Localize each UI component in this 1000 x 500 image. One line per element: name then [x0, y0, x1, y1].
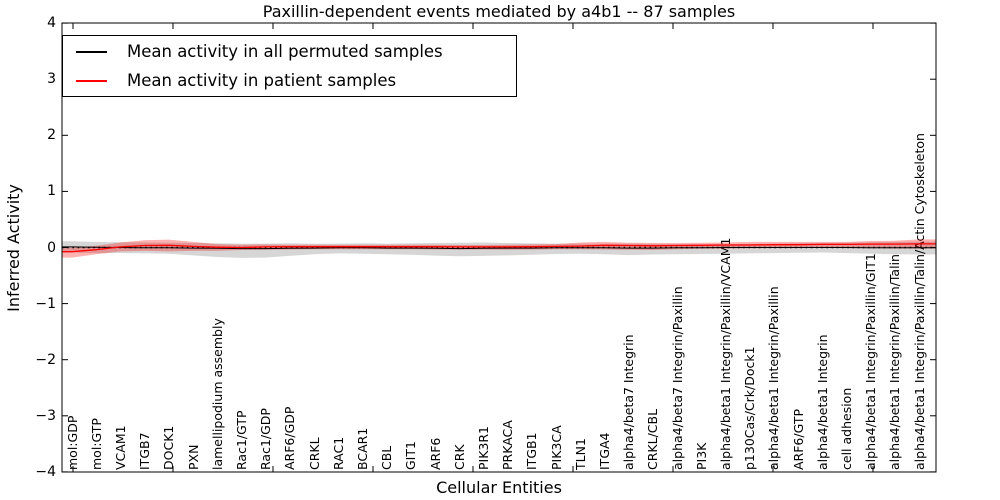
x-tick-label: ARF6	[427, 437, 443, 470]
x-tick-label: VCAM1	[112, 425, 128, 470]
x-tick-label: CBL	[379, 445, 395, 470]
x-tick-label: alpha4/beta1 Integrin/Paxillin/Talin	[887, 254, 903, 470]
legend-row: Mean activity in all permuted samples	[63, 37, 516, 66]
x-tick-label: p130Cas/Crk/Dock1	[742, 346, 758, 470]
legend-row: Mean activity in patient samples	[63, 66, 516, 95]
x-tick-label: CRKL/CBL	[645, 408, 661, 470]
y-tick-label: 2	[47, 127, 56, 144]
x-tick-label: DOCK1	[161, 425, 177, 470]
x-tick-label: alpha4/beta1 Integrin/Paxillin/Talin/Act…	[911, 133, 927, 470]
legend-line-sample	[76, 79, 107, 82]
y-tick-label: 4	[47, 15, 56, 32]
x-tick-label: PRKACA	[500, 420, 516, 470]
y-tick-label: −2	[35, 351, 56, 368]
y-axis-label: Inferred Activity	[4, 184, 23, 312]
x-tick-label: alpha4/beta1 Integrin/Paxillin/GIT1	[863, 253, 879, 470]
permuted-mean-line	[62, 246, 936, 250]
x-tick-label: PXN	[185, 444, 201, 470]
chart-title: Paxillin-dependent events mediated by a4…	[262, 2, 736, 21]
x-tick-label: CRKL	[306, 437, 322, 470]
y-tick-label: −4	[35, 463, 56, 480]
legend-label: Mean activity in patient samples	[127, 71, 397, 90]
x-tick-label: GIT1	[403, 441, 419, 470]
x-tick-label: alpha4/beta1 Integrin/Paxillin/VCAM1	[717, 237, 733, 470]
y-tick-label: −3	[35, 407, 56, 424]
x-tick-label: RAC1	[330, 436, 346, 470]
x-tick-label: ARF6/GTP	[790, 408, 806, 470]
x-tick-label: alpha4/beta1 Integrin/Paxillin	[766, 286, 782, 470]
x-tick-label: TLN1	[572, 438, 588, 470]
x-axis-label: Cellular Entities	[436, 478, 562, 497]
x-tick-label: alpha4/beta7 Integrin/Paxillin	[669, 286, 685, 470]
x-tick-label: alpha4/beta7 Integrin	[621, 334, 637, 470]
band-permuted-samples-std-band	[62, 241, 936, 258]
x-tick-label: ARF6/GDP	[282, 406, 298, 470]
legend-line-sample	[76, 50, 107, 53]
x-tick-label: PIK3CA	[548, 425, 564, 470]
legend-label: Mean activity in all permuted samples	[127, 42, 443, 61]
x-tick-label: BCAR1	[354, 427, 370, 470]
x-tick-label: cell adhesion	[838, 387, 854, 470]
y-tick-label: 1	[47, 183, 56, 200]
band-patient-samples-std-band	[62, 239, 936, 258]
x-tick-label: mol:GTP	[88, 418, 104, 470]
legend: Mean activity in all permuted samples Mea…	[62, 35, 517, 97]
y-tick-label: 0	[47, 239, 56, 256]
patient-mean-line	[62, 243, 936, 253]
x-tick-label: CRK	[451, 444, 467, 470]
x-tick-label: ITGB7	[137, 432, 153, 470]
x-tick-label: lamellipodium assembly	[209, 318, 225, 470]
x-tick-label: ITGB1	[524, 432, 540, 470]
x-tick-label: PI3K	[693, 442, 709, 470]
x-tick-label: mol:GDP	[64, 415, 80, 470]
y-tick-label: −1	[35, 295, 56, 312]
y-tick-label: 3	[47, 71, 56, 88]
x-tick-label: Rac1/GDP	[258, 408, 274, 470]
x-tick-label: ITGA4	[596, 432, 612, 470]
x-tick-label: PIK3R1	[475, 425, 491, 470]
x-tick-label: Rac1/GTP	[233, 410, 249, 470]
x-tick-label: alpha4/beta1 Integrin	[814, 334, 830, 470]
